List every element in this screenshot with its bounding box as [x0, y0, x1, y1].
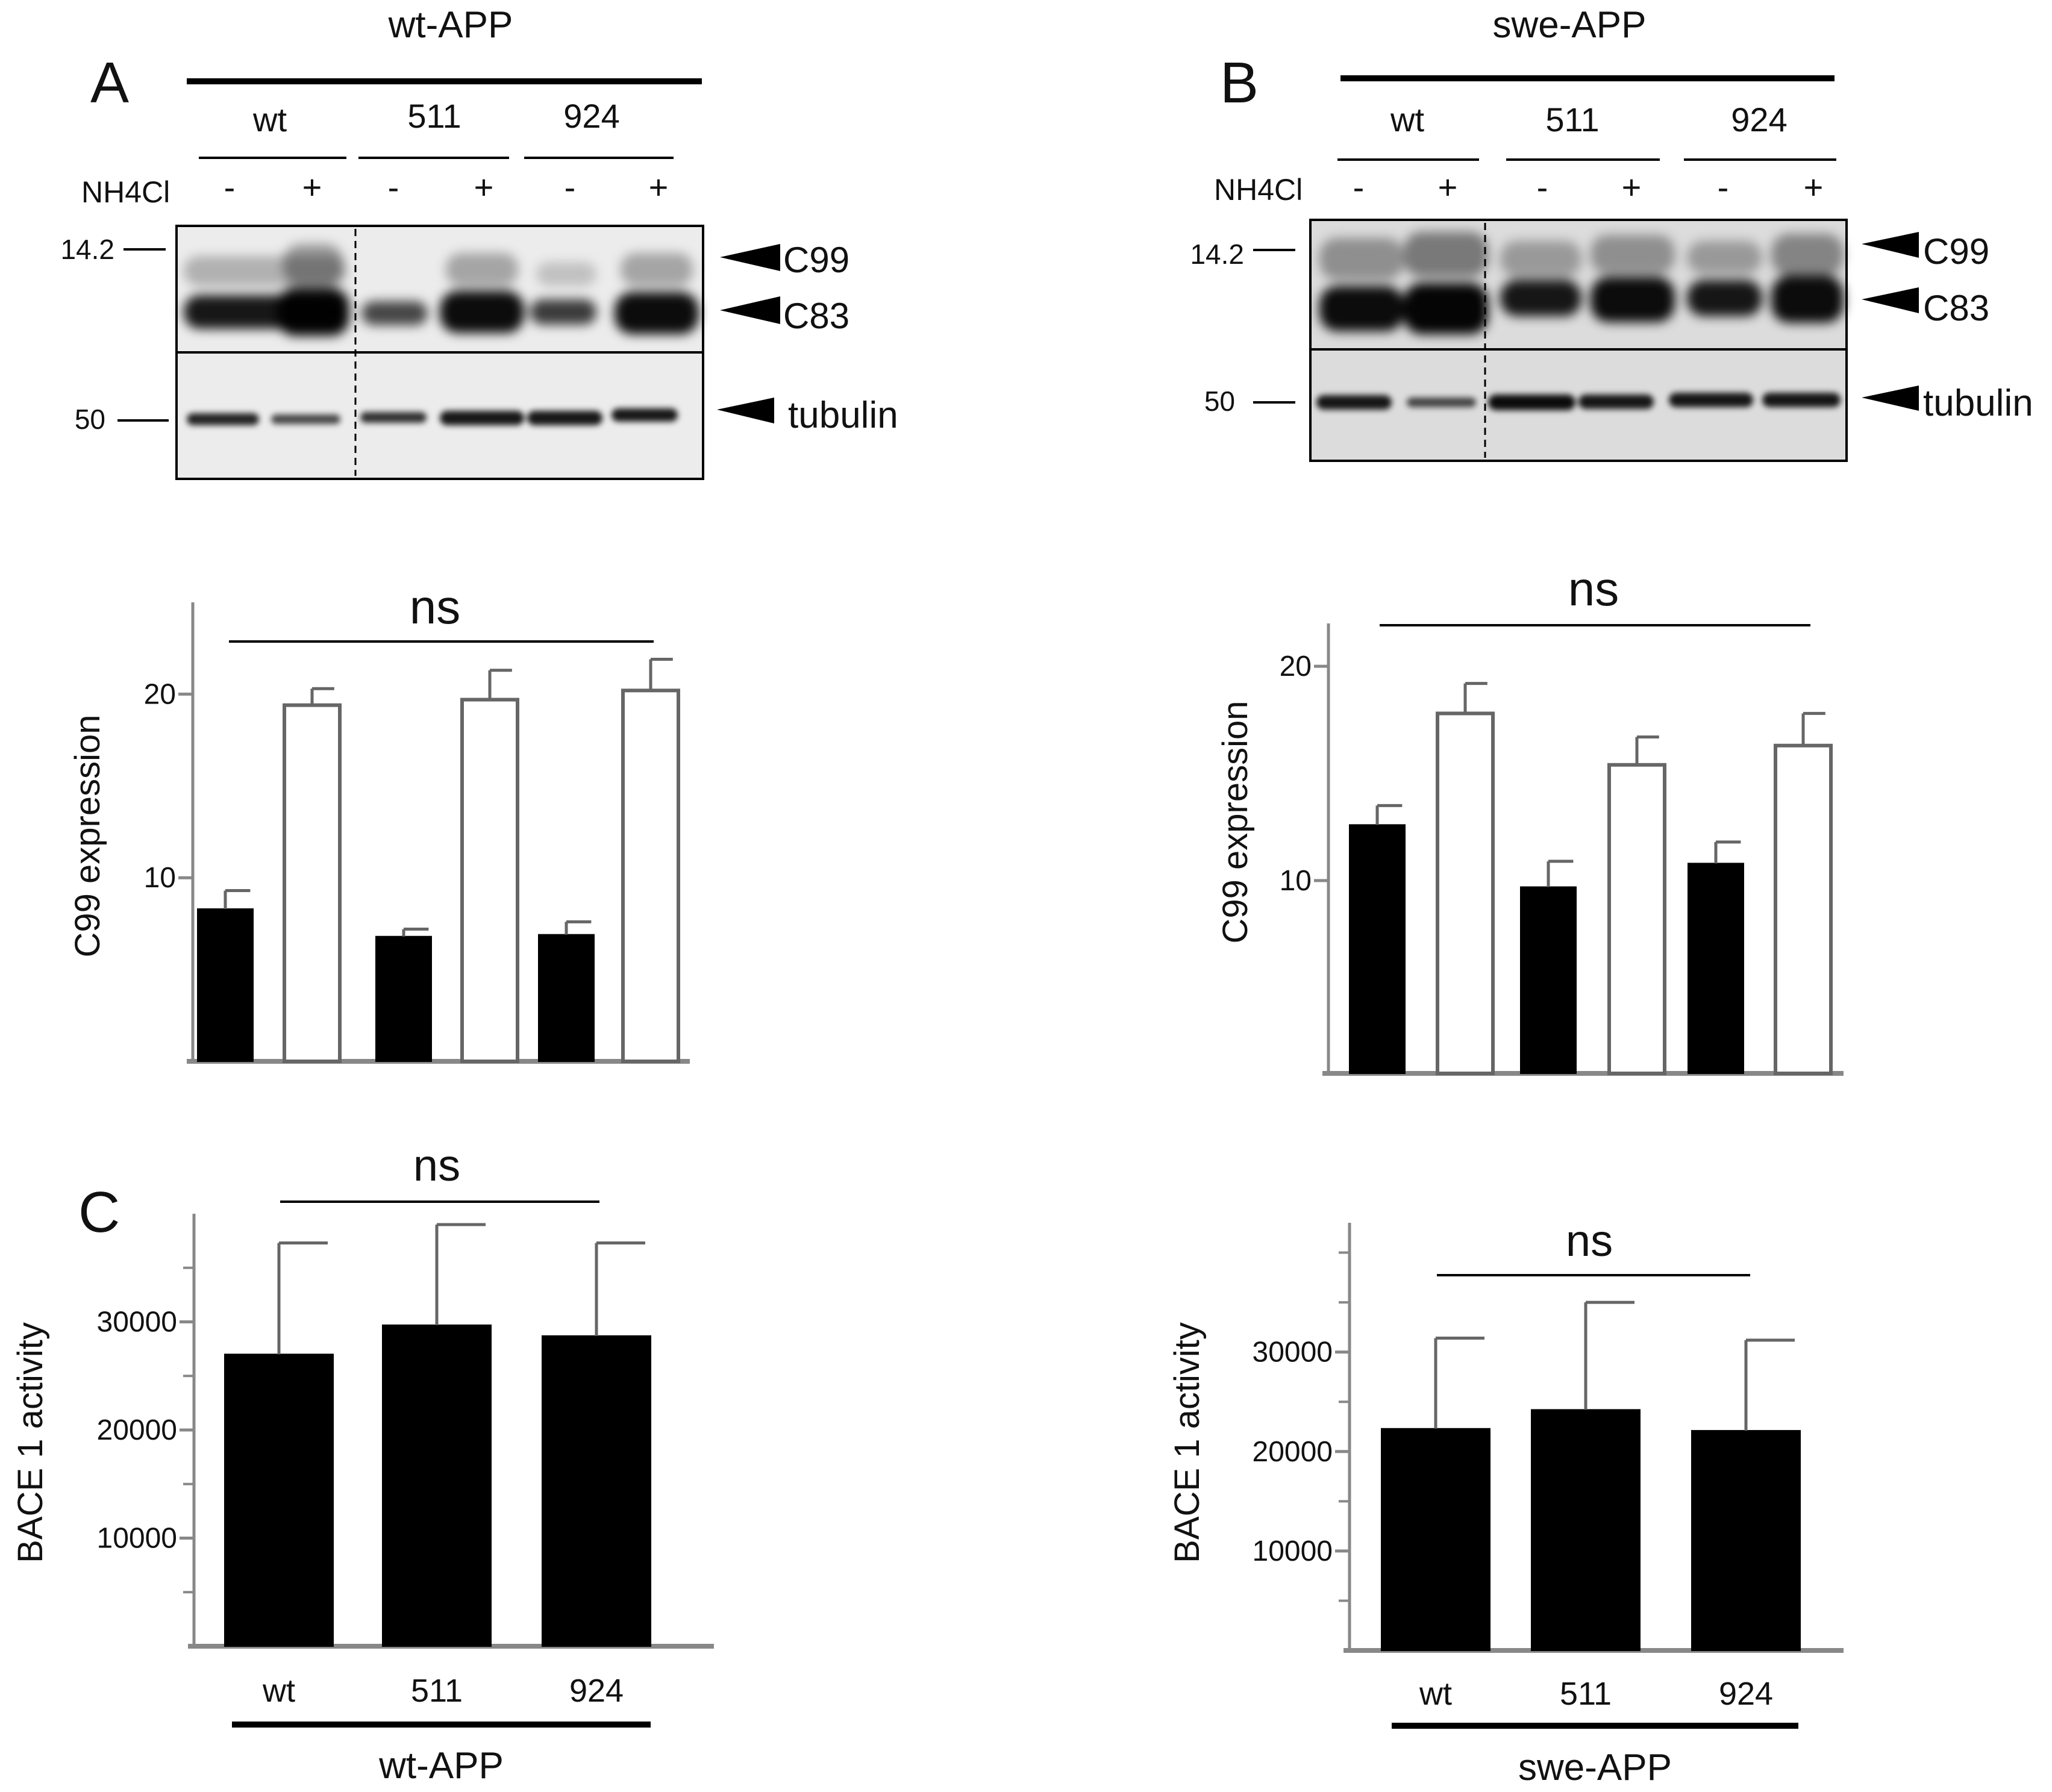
treatment-sign: +	[1622, 168, 1642, 206]
bar	[1531, 1409, 1641, 1652]
significance-label: ns	[1568, 562, 1619, 616]
panel-a-marker-14: 14.2	[60, 234, 114, 265]
bar	[542, 1335, 651, 1647]
treatment-sign: -	[1537, 168, 1548, 206]
treatment-sign: -	[565, 168, 576, 206]
panel-b-letter: B	[1220, 51, 1259, 115]
panel-a-membrane-lower	[177, 352, 703, 479]
panel-b-treatment-label: NH4Cl	[1214, 173, 1303, 207]
significance-label: ns	[410, 580, 461, 634]
bar	[621, 688, 680, 1063]
treatment-sign: -	[224, 168, 236, 206]
group-label: wt-APP	[378, 1745, 504, 1787]
band-arrow-icon	[1862, 232, 1919, 258]
panel-b-header: swe-APP	[1493, 4, 1647, 46]
panel-b-treatment-signs: - + - + - +	[1353, 168, 1824, 206]
treatment-sign: +	[1804, 168, 1824, 206]
panel-b-marker-14: 14.2	[1190, 239, 1244, 270]
panel-a-band-c83: C83	[783, 296, 849, 336]
panel-a-blot: A wt-APP wt 511 924 NH4Cl - + - + - + 14…	[60, 4, 898, 480]
y-tick-label: 20	[144, 678, 176, 710]
y-tick-label: 20	[1280, 651, 1312, 682]
panel-b-group-511: 511	[1545, 101, 1599, 139]
panel-b-marker-50: 50	[1204, 386, 1235, 417]
group-label: swe-APP	[1518, 1747, 1672, 1788]
y-axis-label: BACE 1 activity	[11, 1322, 50, 1563]
chart-c-bace-activity-wt: 10000 20000 30000 BACE 1 activity ns wt 511 924…	[11, 1140, 714, 1787]
panel-b-band-c99: C99	[1923, 231, 1989, 272]
panel-a-letter: A	[90, 51, 129, 115]
panel-a-group-924: 924	[563, 97, 619, 135]
bar	[1381, 1428, 1491, 1652]
x-tick-label: wt	[262, 1673, 295, 1709]
chart-c-bace-activity-swe: 10000 20000 30000 BACE 1 activity ns wt 511 924…	[1168, 1216, 1844, 1788]
y-axis-label: BACE 1 activity	[1168, 1322, 1207, 1563]
band-arrow-icon	[720, 296, 780, 324]
bar	[197, 908, 254, 1062]
panel-b-band-tubulin: tubulin	[1923, 382, 2033, 424]
y-axis-label: C99 expression	[1216, 701, 1255, 944]
panel-a-header: wt-APP	[388, 4, 513, 46]
bar	[283, 703, 342, 1063]
bar	[1349, 824, 1406, 1075]
bar	[538, 934, 595, 1062]
bar	[460, 698, 519, 1063]
bar	[1520, 886, 1577, 1074]
panel-b-membrane-upper	[1310, 220, 1847, 349]
x-tick-label: 924	[569, 1673, 624, 1709]
treatment-sign: +	[474, 168, 494, 206]
panel-b-group-924: 924	[1731, 101, 1787, 139]
treatment-sign: +	[1438, 168, 1458, 206]
treatment-sign: -	[1718, 168, 1729, 206]
panel-a-group-wt: wt	[252, 101, 287, 139]
significance-label: ns	[413, 1140, 460, 1190]
y-tick-label: 10	[1280, 865, 1312, 897]
bar	[224, 1353, 334, 1647]
band-arrow-icon	[1862, 386, 1919, 411]
panel-c-letter: C	[78, 1180, 120, 1244]
chart-b-c99-expression: 10 20 C99 expression ns	[1216, 562, 1844, 1076]
y-axis-label: C99 expression	[68, 715, 107, 958]
bar	[375, 935, 432, 1062]
y-tick-label: 20000	[1253, 1436, 1333, 1468]
treatment-sign: +	[649, 168, 669, 206]
bar	[382, 1324, 492, 1647]
y-tick-label: 30000	[97, 1307, 177, 1338]
band-arrow-icon	[717, 398, 774, 423]
band-arrow-icon	[720, 244, 780, 271]
panel-a-treatment-label: NH4Cl	[81, 175, 170, 209]
panel-b-membrane-lower	[1310, 349, 1847, 461]
panel-a-membrane-upper	[177, 226, 703, 352]
y-tick-label: 10000	[97, 1523, 177, 1555]
x-tick-label: wt	[1419, 1676, 1452, 1712]
y-tick-label: 30000	[1253, 1337, 1333, 1369]
treatment-sign: -	[388, 168, 399, 206]
y-tick-label: 10	[144, 862, 176, 894]
treatment-sign: -	[1353, 168, 1365, 206]
panel-a-band-c99: C99	[783, 240, 849, 280]
panel-b-blot: B swe-APP wt 511 924 NH4Cl - + - + - + 1…	[1190, 4, 2033, 462]
bar	[1436, 711, 1495, 1075]
panel-b-band-c83: C83	[1923, 288, 1989, 328]
x-tick-label: 511	[411, 1673, 463, 1709]
x-tick-label: 511	[1560, 1676, 1612, 1712]
bar	[1691, 1430, 1801, 1651]
y-tick-label: 20000	[97, 1414, 177, 1446]
treatment-sign: +	[302, 168, 322, 206]
band-arrow-icon	[1862, 287, 1919, 313]
bar	[1688, 863, 1744, 1075]
x-tick-label: 924	[1719, 1676, 1773, 1712]
panel-b-group-wt: wt	[1390, 101, 1424, 139]
panel-a-group-511: 511	[407, 97, 461, 135]
bar	[1607, 763, 1666, 1076]
panel-a-band-tubulin: tubulin	[788, 395, 898, 436]
bar	[1774, 743, 1833, 1076]
significance-label: ns	[1566, 1216, 1613, 1266]
panel-a-marker-50: 50	[75, 404, 105, 435]
panel-a-treatment-signs: - + - + - +	[224, 168, 669, 206]
y-tick-label: 10000	[1253, 1535, 1333, 1567]
panel-b-blot-frame	[1309, 219, 1848, 462]
chart-a-c99-expression: 10 20 C99 expression ns	[68, 580, 690, 1064]
